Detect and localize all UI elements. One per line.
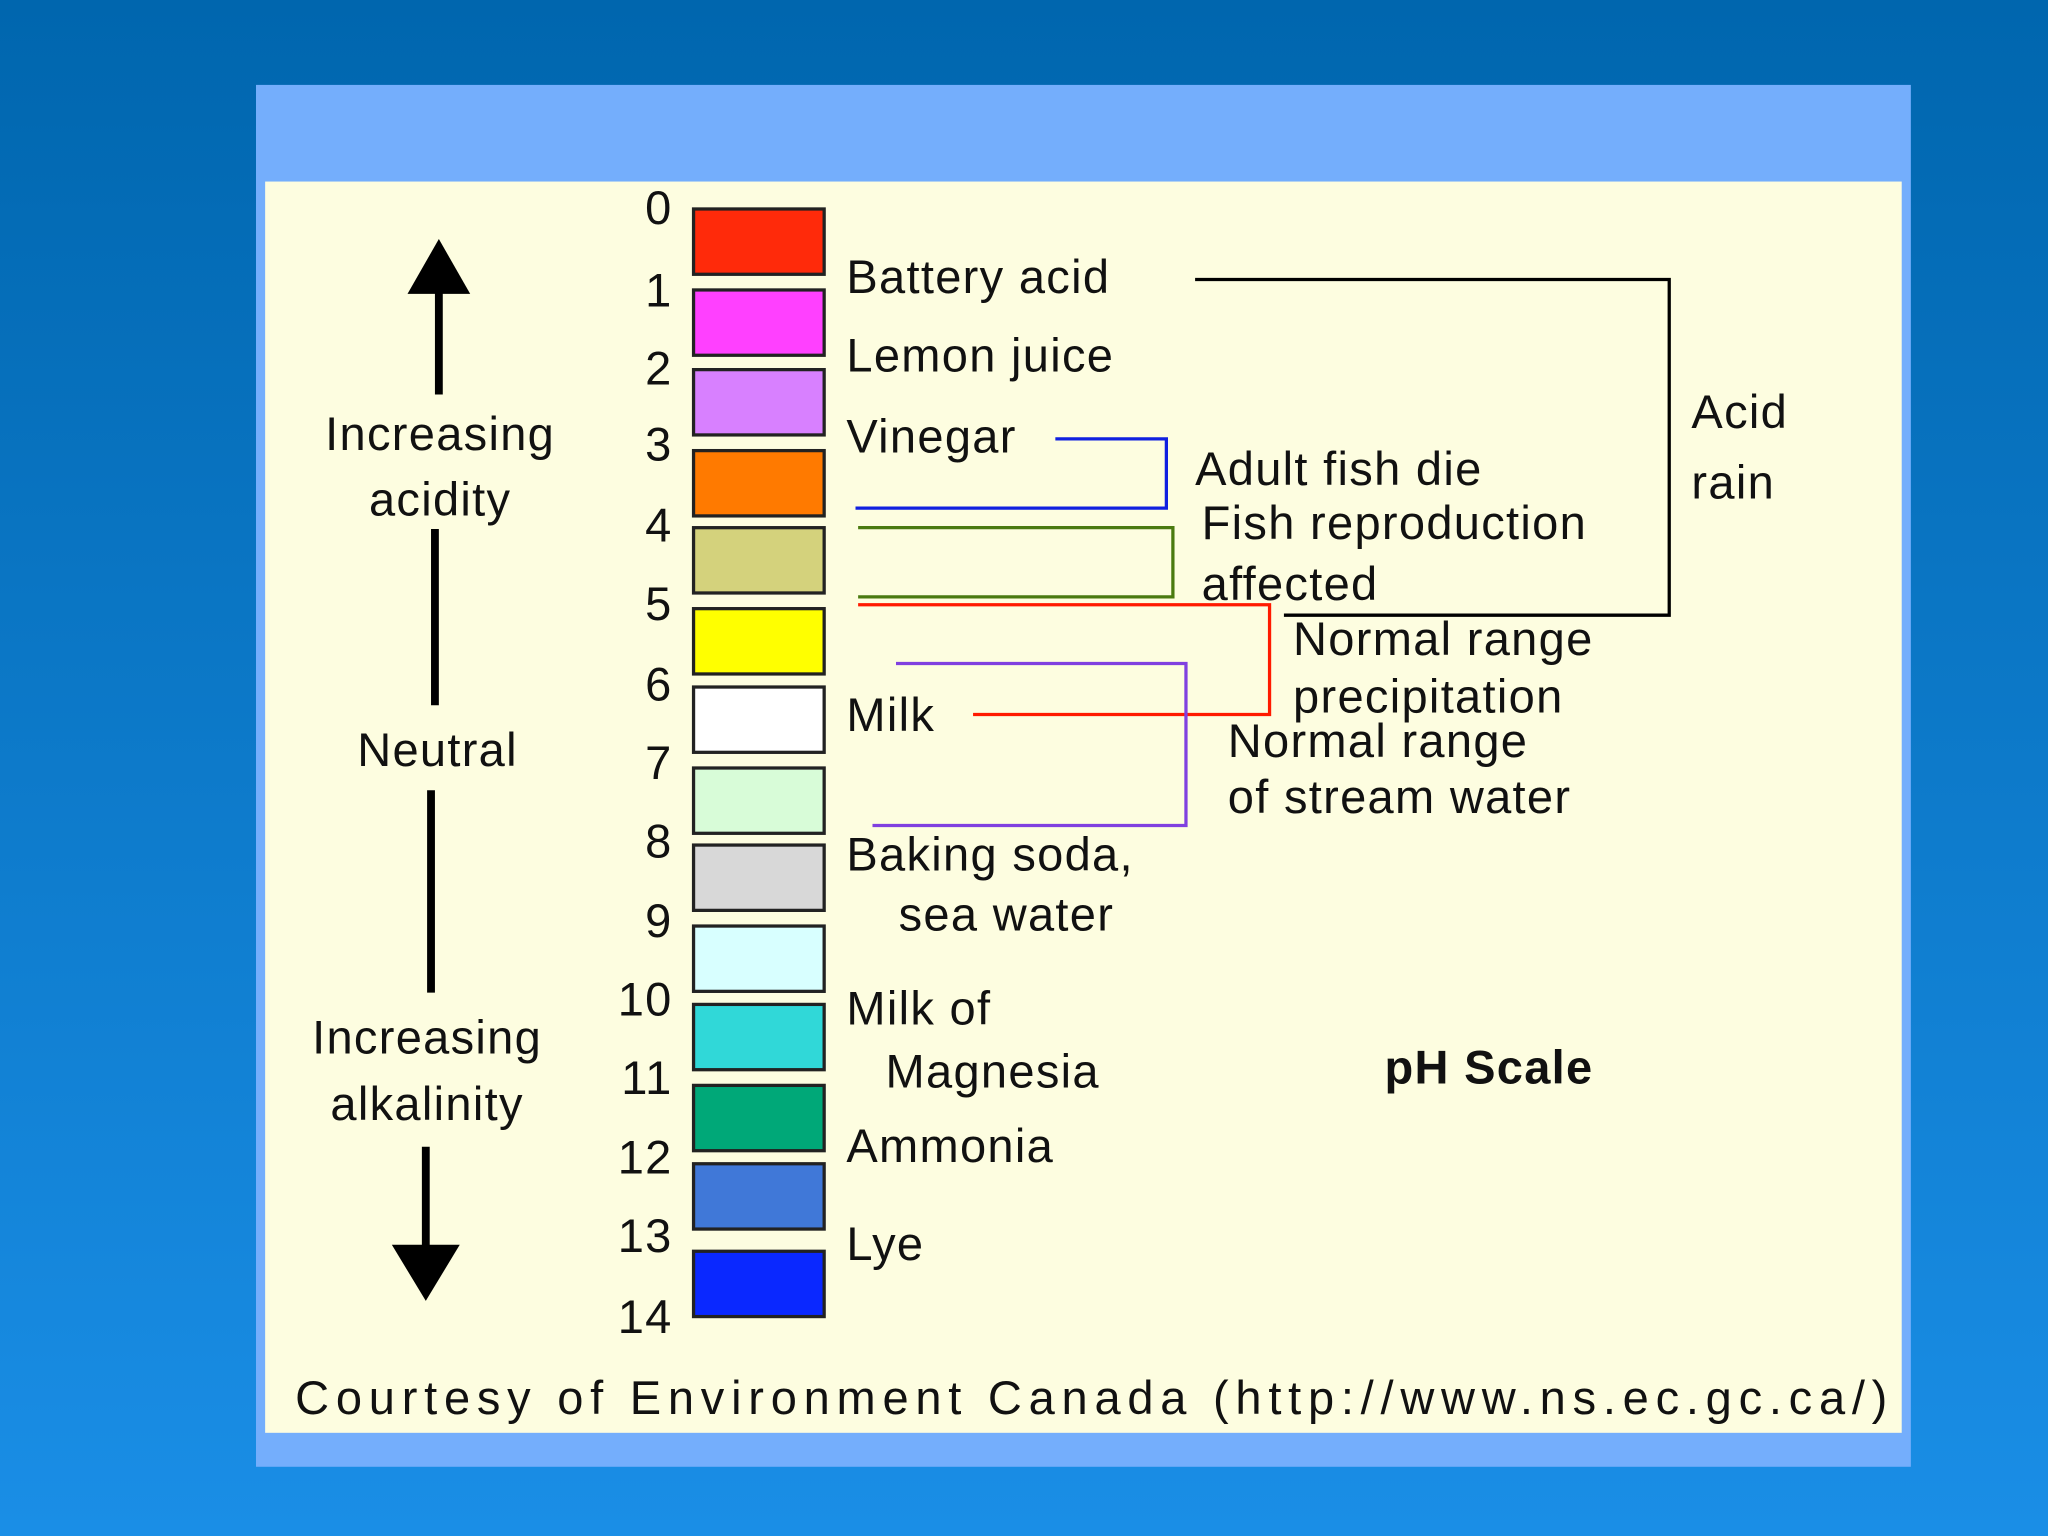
- ph-number: 5: [645, 577, 672, 630]
- brackets: [855, 277, 1671, 828]
- ph-color-box: [691, 685, 826, 754]
- ph-number: 1: [645, 263, 672, 316]
- substance-label: Vinegar: [846, 410, 1016, 463]
- ph-number: 14: [618, 1290, 673, 1343]
- ph-color-box: [691, 766, 826, 835]
- direction-arrows: [421, 280, 443, 1257]
- alkalinity-label: alkalinity: [330, 1077, 523, 1130]
- ph-number: 6: [645, 658, 672, 711]
- substance-label: Lemon juice: [846, 329, 1114, 382]
- acidity-label: acidity: [369, 472, 511, 525]
- ph-color-box: [691, 1002, 826, 1072]
- arrow-up: [407, 239, 471, 294]
- substance-label: Baking soda,: [846, 828, 1134, 881]
- ph-number: 8: [645, 814, 672, 867]
- ph-number: 12: [618, 1131, 673, 1184]
- ph-color-box: [691, 843, 826, 912]
- ph-color-box: [691, 1249, 826, 1319]
- ph-number: 3: [645, 417, 672, 470]
- substance-label: Milk: [846, 688, 935, 741]
- range-label: Adult fish die: [1195, 442, 1482, 495]
- ph-color-box: [691, 526, 826, 595]
- alkalinity-label: Increasing: [312, 1010, 542, 1063]
- neutral-label: Neutral: [357, 723, 518, 776]
- range-label: Normal range: [1293, 612, 1594, 665]
- range-label: affected: [1202, 557, 1379, 610]
- ph-number: 4: [645, 498, 672, 551]
- substance-label: Magnesia: [886, 1044, 1100, 1097]
- ph-number: 13: [618, 1209, 673, 1262]
- substance-label: Ammonia: [846, 1119, 1054, 1172]
- ph-color-box: [691, 207, 826, 276]
- substance-label: Battery acid: [846, 250, 1110, 303]
- ph-number: 11: [621, 1051, 672, 1104]
- range-label: Normal range: [1228, 714, 1529, 767]
- ph-number: 0: [645, 181, 672, 234]
- acidity-label: Increasing: [325, 407, 555, 460]
- ph-number: 7: [645, 736, 672, 789]
- title: pH Scale: [1384, 1040, 1593, 1093]
- arrow-down: [391, 1244, 460, 1301]
- substance-label: Lye: [846, 1217, 924, 1270]
- ph-color-box: [691, 1162, 826, 1231]
- range-label: Acid: [1691, 385, 1788, 438]
- range-label: Fish reproduction: [1202, 496, 1587, 549]
- substance-label: sea water: [899, 888, 1115, 941]
- ph-color-box: [691, 448, 826, 518]
- ph-number: 2: [645, 342, 672, 395]
- substance-label: Milk of: [846, 982, 991, 1035]
- ph-color-box: [691, 924, 826, 993]
- panel: [265, 181, 1902, 1433]
- range-label: of stream water: [1228, 770, 1572, 823]
- color-scale: [691, 207, 826, 1319]
- ph-color-box: [691, 368, 826, 437]
- ph-color-box: [691, 1083, 826, 1153]
- range-label: rain: [1691, 455, 1775, 508]
- range-label: precipitation: [1293, 670, 1564, 723]
- ph-number: 9: [645, 894, 672, 947]
- ph-color-box: [691, 607, 826, 676]
- ph-color-box: [691, 288, 826, 357]
- ph-number: 10: [618, 973, 673, 1026]
